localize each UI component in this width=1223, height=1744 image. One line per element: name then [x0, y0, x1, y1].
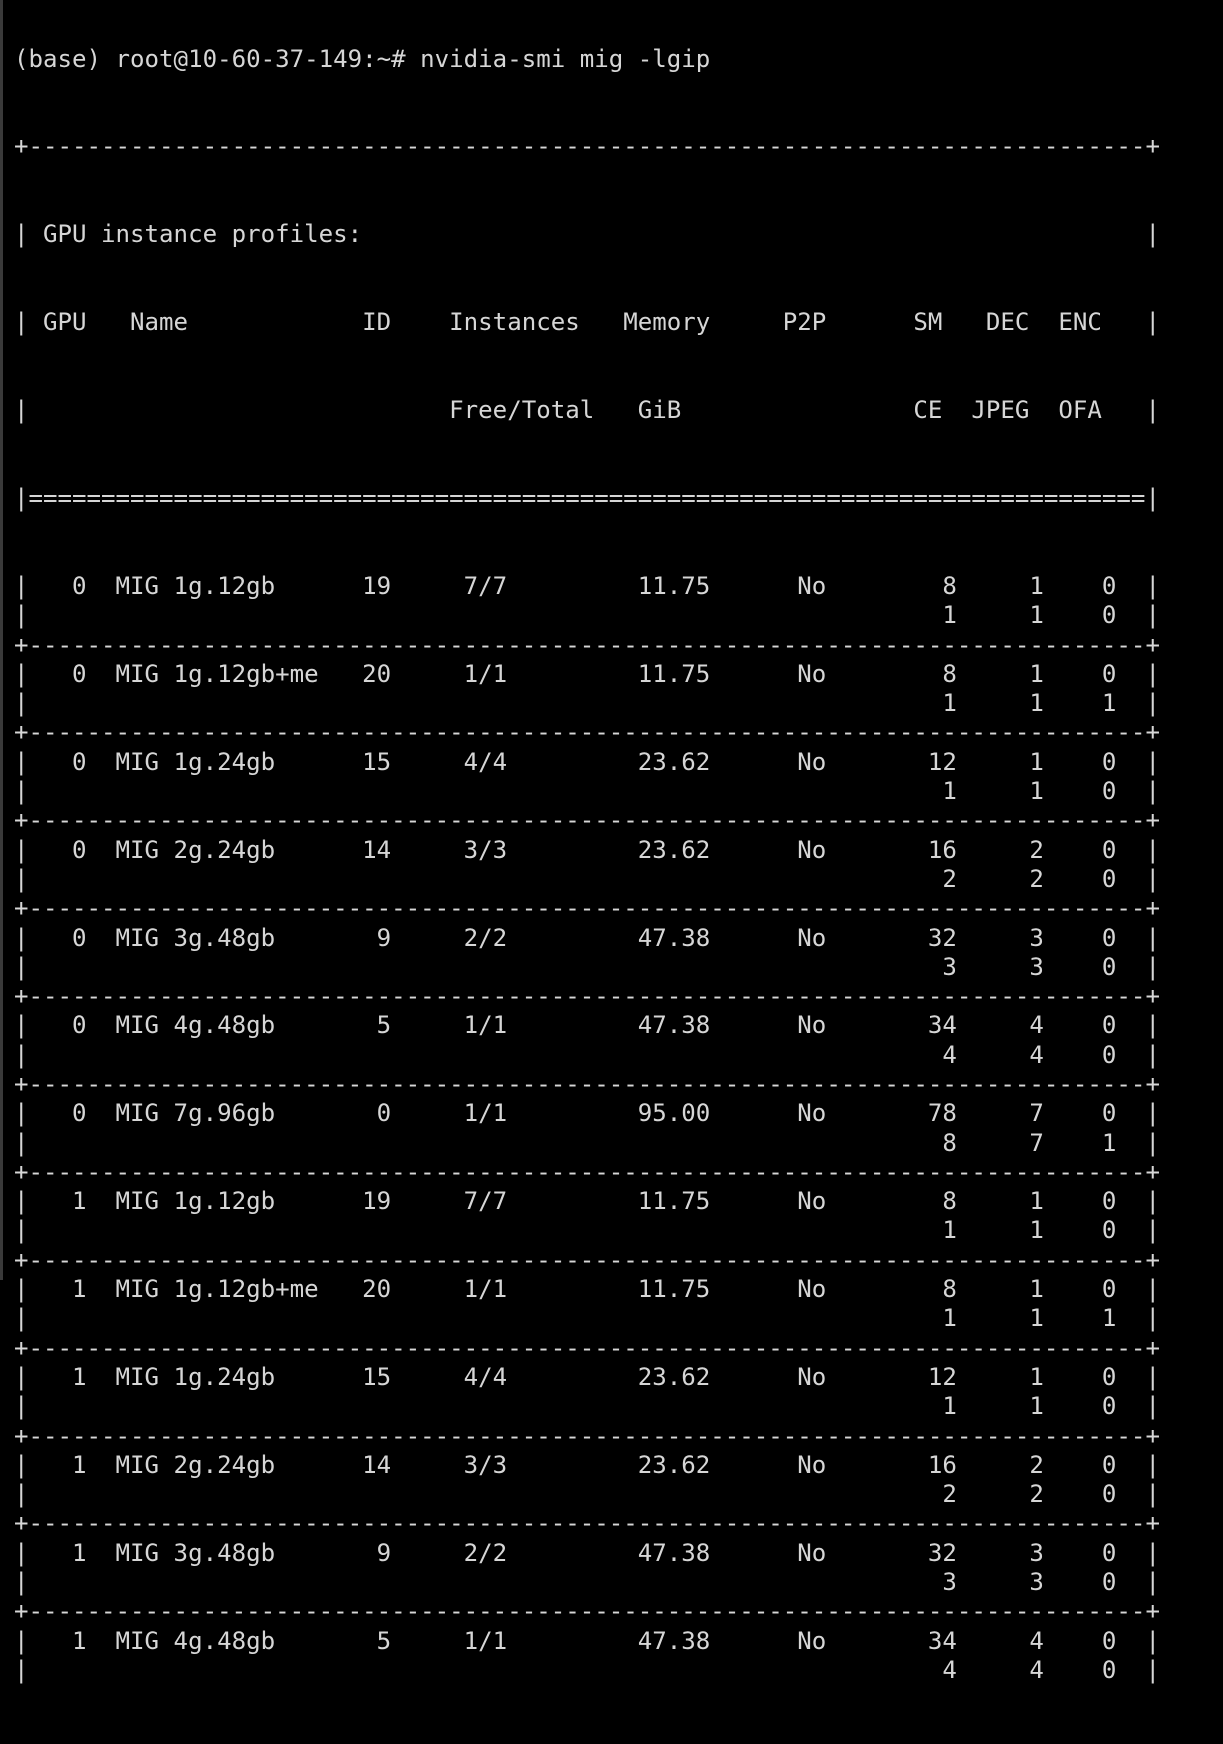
terminal-output: (base) root@10-60-37-149:~# nvidia-smi m…: [14, 0, 1160, 1744]
table-row-detail: | 1 1 0 |: [14, 601, 1160, 630]
table-row-detail: | 1 1 1 |: [14, 1304, 1160, 1333]
table-header-row-2: | Free/Total GiB CE JPEG OFA |: [14, 396, 1160, 425]
table-row-detail: | 3 3 0 |: [14, 1568, 1160, 1597]
profile-rows: | 0 MIG 1g.12gb 19 7/7 11.75 No 8 1 0 | |…: [14, 572, 1160, 1685]
row-separator: +---------------------------------------…: [14, 1421, 1160, 1450]
table-row: | 0 MIG 2g.24gb 14 3/3 23.62 No 16 2 0 |: [14, 835, 1160, 864]
table-row-detail: | 1 1 0 |: [14, 1216, 1160, 1245]
row-separator: +---------------------------------------…: [14, 982, 1160, 1011]
row-separator: +---------------------------------------…: [14, 1597, 1160, 1626]
table-row-detail: | 1 1 0 |: [14, 1392, 1160, 1421]
table-row-detail: | 2 2 0 |: [14, 864, 1160, 893]
table-row-detail: | 8 7 1 |: [14, 1128, 1160, 1157]
table-row: | 1 MIG 2g.24gb 14 3/3 23.62 No 16 2 0 |: [14, 1450, 1160, 1479]
table-row: | 0 MIG 1g.24gb 15 4/4 23.62 No 12 1 0 |: [14, 747, 1160, 776]
row-separator: +---------------------------------------…: [14, 806, 1160, 835]
table-row: | 0 MIG 1g.12gb 19 7/7 11.75 No 8 1 0 |: [14, 571, 1160, 600]
table-title: | GPU instance profiles: |: [14, 220, 1160, 249]
table-top-border: +---------------------------------------…: [14, 132, 1160, 161]
table-header-separator: |=======================================…: [14, 484, 1160, 513]
row-separator: +---------------------------------------…: [14, 1069, 1160, 1098]
table-row: | 1 MIG 1g.12gb 19 7/7 11.75 No 8 1 0 |: [14, 1187, 1160, 1216]
table-row-detail: | 2 2 0 |: [14, 1480, 1160, 1509]
table-row-detail: | 4 4 0 |: [14, 1040, 1160, 1069]
command-prompt: (base) root@10-60-37-149:~# nvidia-smi m…: [14, 44, 711, 73]
table-row: | 0 MIG 4g.48gb 5 1/1 47.38 No 34 4 0 |: [14, 1011, 1160, 1040]
table-row-detail: | 4 4 0 |: [14, 1655, 1160, 1684]
row-separator: +---------------------------------------…: [14, 1245, 1160, 1274]
row-separator: +---------------------------------------…: [14, 718, 1160, 747]
row-separator: +---------------------------------------…: [14, 894, 1160, 923]
table-header-row-1: | GPU Name ID Instances Memory P2P SM DE…: [14, 308, 1160, 337]
row-separator: +---------------------------------------…: [14, 1157, 1160, 1186]
table-row: | 0 MIG 7g.96gb 0 1/1 95.00 No 78 7 0 |: [14, 1099, 1160, 1128]
table-row-detail: | 1 1 1 |: [14, 689, 1160, 718]
terminal-window[interactable]: (base) root@10-60-37-149:~# nvidia-smi m…: [0, 0, 1223, 1684]
table-row-detail: | 1 1 0 |: [14, 777, 1160, 806]
row-separator: +---------------------------------------…: [14, 1509, 1160, 1538]
table-row: | 0 MIG 3g.48gb 9 2/2 47.38 No 32 3 0 |: [14, 923, 1160, 952]
table-row-detail: | 3 3 0 |: [14, 952, 1160, 981]
table-row: | 1 MIG 4g.48gb 5 1/1 47.38 No 34 4 0 |: [14, 1626, 1160, 1655]
table-row: | 1 MIG 1g.24gb 15 4/4 23.62 No 12 1 0 |: [14, 1362, 1160, 1391]
row-separator: +---------------------------------------…: [14, 630, 1160, 659]
table-row: | 1 MIG 3g.48gb 9 2/2 47.38 No 32 3 0 |: [14, 1538, 1160, 1567]
table-row: | 0 MIG 1g.12gb+me 20 1/1 11.75 No 8 1 0…: [14, 659, 1160, 688]
table-row: | 1 MIG 1g.12gb+me 20 1/1 11.75 No 8 1 0…: [14, 1275, 1160, 1304]
row-separator: +---------------------------------------…: [14, 1333, 1160, 1362]
